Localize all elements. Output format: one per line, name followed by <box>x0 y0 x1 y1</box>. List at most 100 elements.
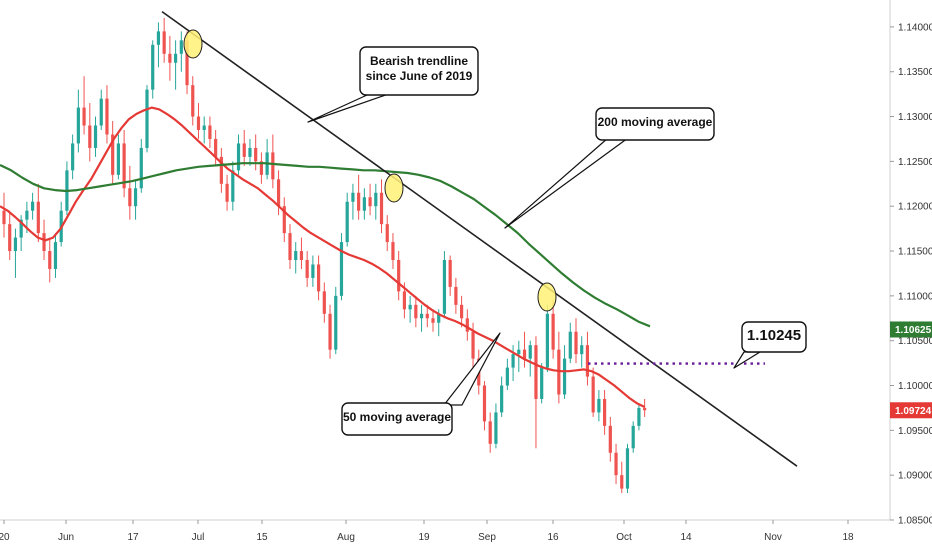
x-tick-label: 17 <box>127 532 139 543</box>
candle-body <box>31 201 35 211</box>
ma200-annotation-box <box>595 107 715 141</box>
ma200-annotation-text: 200 moving average <box>598 115 713 129</box>
candle-body <box>397 260 401 292</box>
candle-body <box>557 349 561 395</box>
ma50-annotation-text: 50 moving average <box>343 410 451 424</box>
candle-body <box>294 251 298 260</box>
candle-body <box>282 206 286 234</box>
candle-body <box>345 201 349 243</box>
y-tick-label: 1.09000 <box>898 471 932 482</box>
candle-body <box>620 475 624 489</box>
x-tick-label: Nov <box>764 532 782 543</box>
candle-body <box>511 354 515 368</box>
candle-body <box>311 264 315 278</box>
candle-body <box>488 421 492 444</box>
y-tick-label: 1.09500 <box>898 426 932 437</box>
candle-body <box>597 398 601 413</box>
candle-body <box>522 349 527 359</box>
candle-body <box>637 407 641 426</box>
candle-body <box>414 304 418 319</box>
candle-body <box>242 143 246 157</box>
candle-body <box>460 304 464 319</box>
overlay-layer <box>161 11 798 467</box>
candle-body <box>259 161 263 175</box>
candle-body <box>442 260 447 314</box>
candle-body <box>254 147 258 162</box>
candle-body <box>2 210 6 225</box>
y-tick-label: 1.10500 <box>898 336 932 347</box>
candle-body <box>454 286 458 305</box>
y-tick-label: 1.08500 <box>898 516 932 527</box>
x-tick-label: 14 <box>680 532 692 543</box>
candle-body <box>179 40 183 54</box>
candle-body <box>322 291 326 314</box>
touch-highlight <box>183 29 203 59</box>
candle-body <box>368 197 372 207</box>
candle-body <box>25 210 29 220</box>
candle-body <box>174 53 178 63</box>
touch-highlight <box>537 282 557 312</box>
candle-body <box>334 295 338 350</box>
candle-body <box>53 242 58 269</box>
candle-body <box>591 376 595 413</box>
candle-body <box>111 134 115 175</box>
candle-body <box>528 345 532 359</box>
ma50-pointer <box>443 332 501 406</box>
candle-body <box>162 31 166 54</box>
candle-body <box>8 224 12 252</box>
ma200-price-tag: 1.10625 <box>895 325 932 336</box>
candle-body <box>448 260 452 287</box>
candle-body <box>208 125 212 139</box>
candle-body <box>482 385 487 422</box>
ma50-line <box>0 106 646 408</box>
candle-body <box>465 318 469 332</box>
candle-body <box>419 313 424 319</box>
candle-body <box>88 125 92 148</box>
candle-body <box>36 201 40 234</box>
candle-body <box>631 425 635 449</box>
candle-body <box>391 242 395 260</box>
ma200-price-tag-bg <box>890 321 932 338</box>
x-tick-label: Aug <box>337 532 355 543</box>
candle-body <box>437 313 441 323</box>
candle-body <box>603 398 607 426</box>
y-tick-label: 1.14000 <box>898 22 932 33</box>
candle-body <box>185 40 189 86</box>
candle-body <box>317 264 321 292</box>
x-tick-label: 18 <box>842 532 854 543</box>
candle-body <box>643 407 647 411</box>
candle-body <box>545 313 549 368</box>
candle-body <box>385 224 389 243</box>
x-tick-label: 15 <box>256 532 268 543</box>
candle-body <box>202 125 206 130</box>
axis-layer: 1.14000 1.13500 1.13000 1.12500 1.12000 1.115… <box>0 0 932 543</box>
candle-body <box>551 313 555 350</box>
candle-body <box>608 425 612 453</box>
candle-body <box>214 138 218 157</box>
candles-layer <box>2 17 647 494</box>
candle-body <box>116 143 120 175</box>
candle-body <box>128 188 132 207</box>
candle-body <box>13 237 18 252</box>
candle-body <box>19 219 23 238</box>
ma200-line <box>0 162 651 328</box>
x-tick-label: Oct <box>616 532 632 543</box>
candle-body <box>374 192 378 207</box>
candle-body <box>362 197 366 211</box>
candle-body <box>305 260 309 278</box>
candle-body <box>402 291 406 310</box>
candle-body <box>585 345 590 377</box>
candle-body <box>271 152 275 180</box>
candle-body <box>471 331 475 359</box>
x-tick-label: Jun <box>58 532 74 543</box>
x-tick-label: 19 <box>418 532 430 543</box>
candle-body <box>168 53 172 63</box>
x-tick-label: Sep <box>478 532 496 543</box>
candle-body <box>139 147 143 189</box>
candle-body <box>425 313 429 319</box>
moving-average-layer <box>0 106 651 408</box>
candle-body <box>517 349 521 355</box>
candle-body <box>145 89 149 148</box>
